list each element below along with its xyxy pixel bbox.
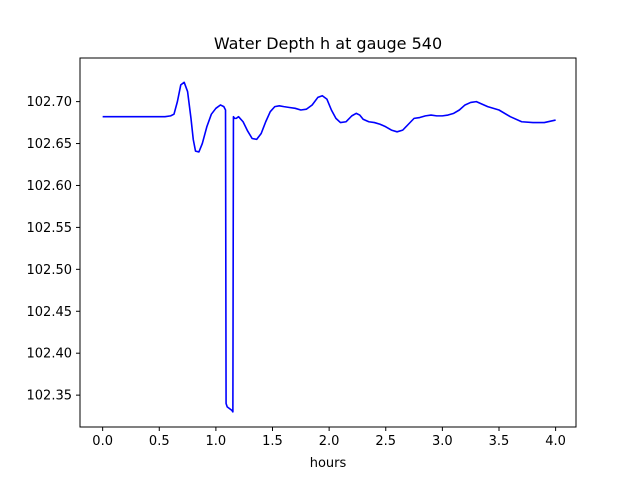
x-axis-label: hours xyxy=(310,456,347,471)
y-tick-label: 102.65 xyxy=(27,137,73,152)
y-axis: 102.35 102.40 102.45 102.50 102.55 102.60 102.… xyxy=(27,95,80,404)
y-tick-label: 102.45 xyxy=(27,305,73,320)
series-line-0 xyxy=(102,81,556,413)
plot-area xyxy=(102,81,556,413)
y-tick-label: 102.70 xyxy=(27,95,73,110)
y-tick-label: 102.35 xyxy=(27,389,73,404)
x-tick-label: 2.5 xyxy=(375,434,396,449)
y-tick-label: 102.40 xyxy=(27,347,73,362)
x-tick-label: 1.0 xyxy=(206,434,227,449)
axes-frame xyxy=(79,57,577,428)
x-tick-label: 1.5 xyxy=(262,434,283,449)
y-tick-label: 102.55 xyxy=(27,221,73,236)
x-tick-label: 0.0 xyxy=(92,434,113,449)
x-tick-label: 3.5 xyxy=(489,434,510,449)
x-tick-label: 4.0 xyxy=(545,434,566,449)
chart-title: Water Depth h at gauge 540 xyxy=(214,34,442,53)
x-tick-label: 2.0 xyxy=(319,434,340,449)
x-tick-label: 3.0 xyxy=(432,434,453,449)
y-tick-label: 102.60 xyxy=(27,179,73,194)
x-tick-label: 0.5 xyxy=(149,434,170,449)
y-tick-label: 102.50 xyxy=(27,263,73,278)
x-axis: 0.0 0.5 1.0 1.5 2.0 2.5 3.0 3.5 4.0 xyxy=(92,427,566,449)
